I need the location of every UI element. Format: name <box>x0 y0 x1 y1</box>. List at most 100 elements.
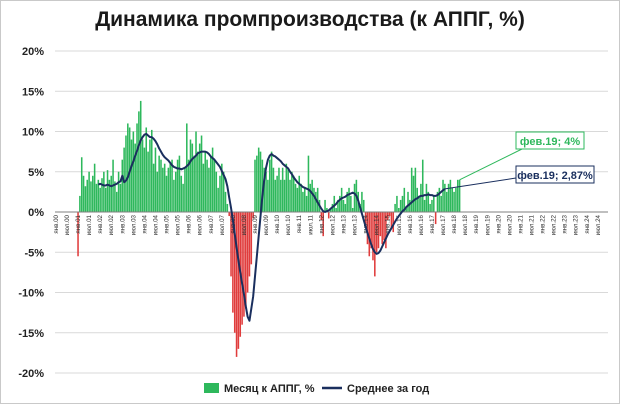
y-tick-label: -5% <box>24 247 44 259</box>
bar <box>362 199 365 212</box>
bar <box>326 207 328 212</box>
bar <box>453 191 455 212</box>
bar <box>285 163 288 212</box>
bar <box>313 187 315 212</box>
bar <box>456 179 459 212</box>
bar <box>147 151 149 212</box>
bar <box>429 203 431 212</box>
bar <box>302 191 304 212</box>
bar <box>178 155 181 212</box>
bar <box>136 123 138 212</box>
x-tick-label: июл.14 <box>374 214 381 235</box>
x-tick-label: июл.21 <box>529 214 536 235</box>
x-tick-label: июл.09 <box>263 214 270 235</box>
bar <box>209 155 212 212</box>
bar <box>217 187 219 212</box>
x-tick-label: янв.03 <box>119 214 126 233</box>
x-tick-label: янв.05 <box>164 214 171 233</box>
bar <box>383 212 385 241</box>
annotation-label: фев.19; 4% <box>520 136 580 148</box>
bar <box>182 183 184 212</box>
bar <box>176 159 179 212</box>
bar <box>184 167 186 212</box>
bar <box>104 187 107 212</box>
legend: Месяц к АППГ, % Среднее за год <box>204 383 429 395</box>
x-tick-label: июл.16 <box>418 214 425 235</box>
bar <box>350 195 352 212</box>
bar <box>254 159 256 212</box>
annotation-leader <box>459 148 523 181</box>
bar <box>95 183 98 212</box>
bar <box>186 123 188 212</box>
x-tick-label: янв.04 <box>141 214 148 233</box>
bar <box>151 129 153 212</box>
bar <box>241 212 243 325</box>
bar <box>420 183 422 212</box>
legend-label: Месяц к АППГ, % <box>224 383 315 395</box>
bar <box>427 191 430 212</box>
bar <box>366 212 369 245</box>
bar <box>444 183 446 212</box>
y-tick-label: 10% <box>22 127 44 139</box>
bar <box>88 171 90 212</box>
bar <box>335 207 337 212</box>
bar <box>152 163 155 212</box>
bar <box>145 127 148 212</box>
x-tick-label: июл.15 <box>396 214 403 235</box>
bar <box>311 179 313 212</box>
bar <box>189 139 192 212</box>
bar <box>268 159 271 212</box>
x-tick-label: янв.20 <box>495 214 502 233</box>
bar <box>233 212 236 333</box>
x-tick-label: янв.01 <box>75 214 82 233</box>
bar <box>374 212 376 277</box>
bar <box>221 163 223 212</box>
bar <box>353 183 356 212</box>
bar <box>198 143 201 212</box>
bar <box>99 187 101 212</box>
x-tick-label: июл.07 <box>219 214 226 235</box>
bar <box>110 175 112 212</box>
bar <box>127 123 129 212</box>
bar <box>296 187 299 212</box>
bar <box>322 212 324 237</box>
bar <box>445 191 448 212</box>
bar <box>294 183 297 212</box>
bar <box>171 159 173 212</box>
bar <box>388 212 391 217</box>
bar <box>259 151 262 212</box>
bar <box>455 187 457 212</box>
bar <box>283 179 286 212</box>
bar <box>245 212 247 309</box>
bar <box>272 167 275 212</box>
bar <box>228 212 230 217</box>
y-tick-label: -10% <box>18 288 44 300</box>
x-tick-label: янв.24 <box>584 214 591 233</box>
bar <box>80 157 83 212</box>
bar <box>252 212 254 219</box>
x-tick-label: июл.11 <box>307 214 314 234</box>
bar <box>375 212 378 253</box>
x-axis-ticks: янв.00 июл.00 янв.01 июл.01 янв.02 июл.02 янв.… <box>53 214 602 235</box>
bar <box>237 212 240 349</box>
bar <box>267 179 269 212</box>
bar <box>119 183 122 212</box>
bar <box>398 207 400 212</box>
annotations: фев.19; 4% фев.19; 2,87% <box>444 131 595 190</box>
bar <box>449 179 452 212</box>
bar <box>232 212 234 313</box>
bar <box>154 147 157 212</box>
x-tick-label: июл.17 <box>440 214 447 235</box>
legend-label: Среднее за год <box>347 383 429 395</box>
bar <box>222 171 225 212</box>
bar <box>337 199 339 212</box>
bar <box>458 179 461 212</box>
bar <box>276 175 278 212</box>
y-axis-ticks: 20% 15% 10% 5% 0% -5% -10% -15% -20% <box>18 46 44 380</box>
bar <box>333 195 336 212</box>
x-tick-label: янв.13 <box>340 214 347 233</box>
x-tick-label: янв.21 <box>517 214 524 233</box>
bar <box>351 207 354 212</box>
bar <box>405 207 407 212</box>
bar <box>200 135 203 212</box>
